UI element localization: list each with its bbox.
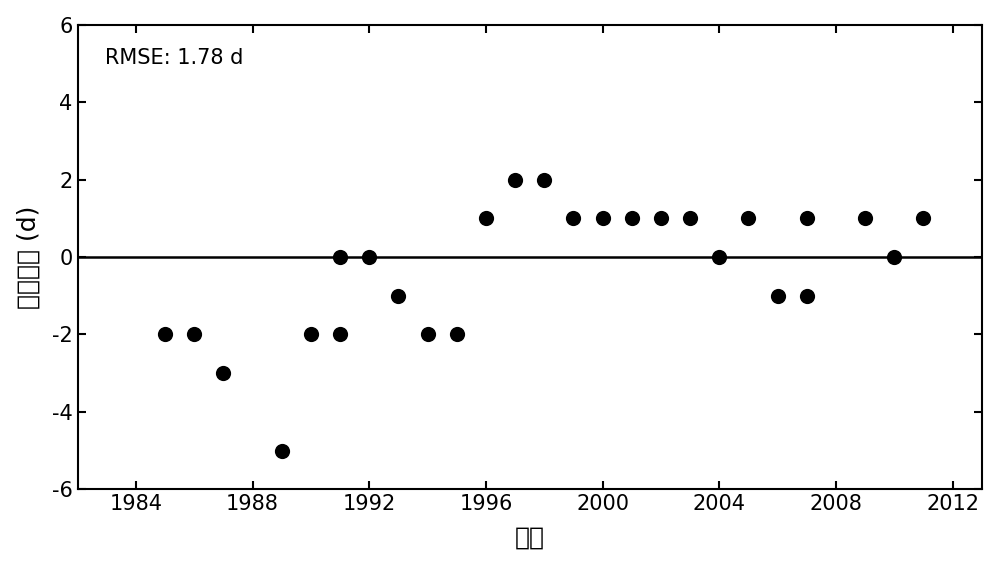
Point	[740, 214, 756, 223]
Point	[507, 175, 523, 184]
Point	[420, 330, 436, 339]
Point	[595, 214, 611, 223]
Point	[770, 291, 786, 301]
Point	[186, 330, 202, 339]
Point	[303, 330, 319, 339]
Point	[886, 252, 902, 261]
Point	[624, 214, 640, 223]
Text: RMSE: 1.78 d: RMSE: 1.78 d	[105, 48, 243, 68]
X-axis label: 年份: 年份	[515, 525, 545, 550]
Point	[449, 330, 465, 339]
Point	[361, 252, 377, 261]
Point	[390, 291, 406, 301]
Point	[682, 214, 698, 223]
Point	[799, 214, 815, 223]
Point	[799, 291, 815, 301]
Point	[536, 175, 552, 184]
Point	[915, 214, 931, 223]
Point	[332, 252, 348, 261]
Point	[711, 252, 727, 261]
Y-axis label: 模拟误差 (d): 模拟误差 (d)	[17, 205, 41, 308]
Point	[857, 214, 873, 223]
Point	[332, 330, 348, 339]
Point	[653, 214, 669, 223]
Point	[215, 368, 231, 378]
Point	[478, 214, 494, 223]
Point	[274, 446, 290, 455]
Point	[157, 330, 173, 339]
Point	[565, 214, 581, 223]
